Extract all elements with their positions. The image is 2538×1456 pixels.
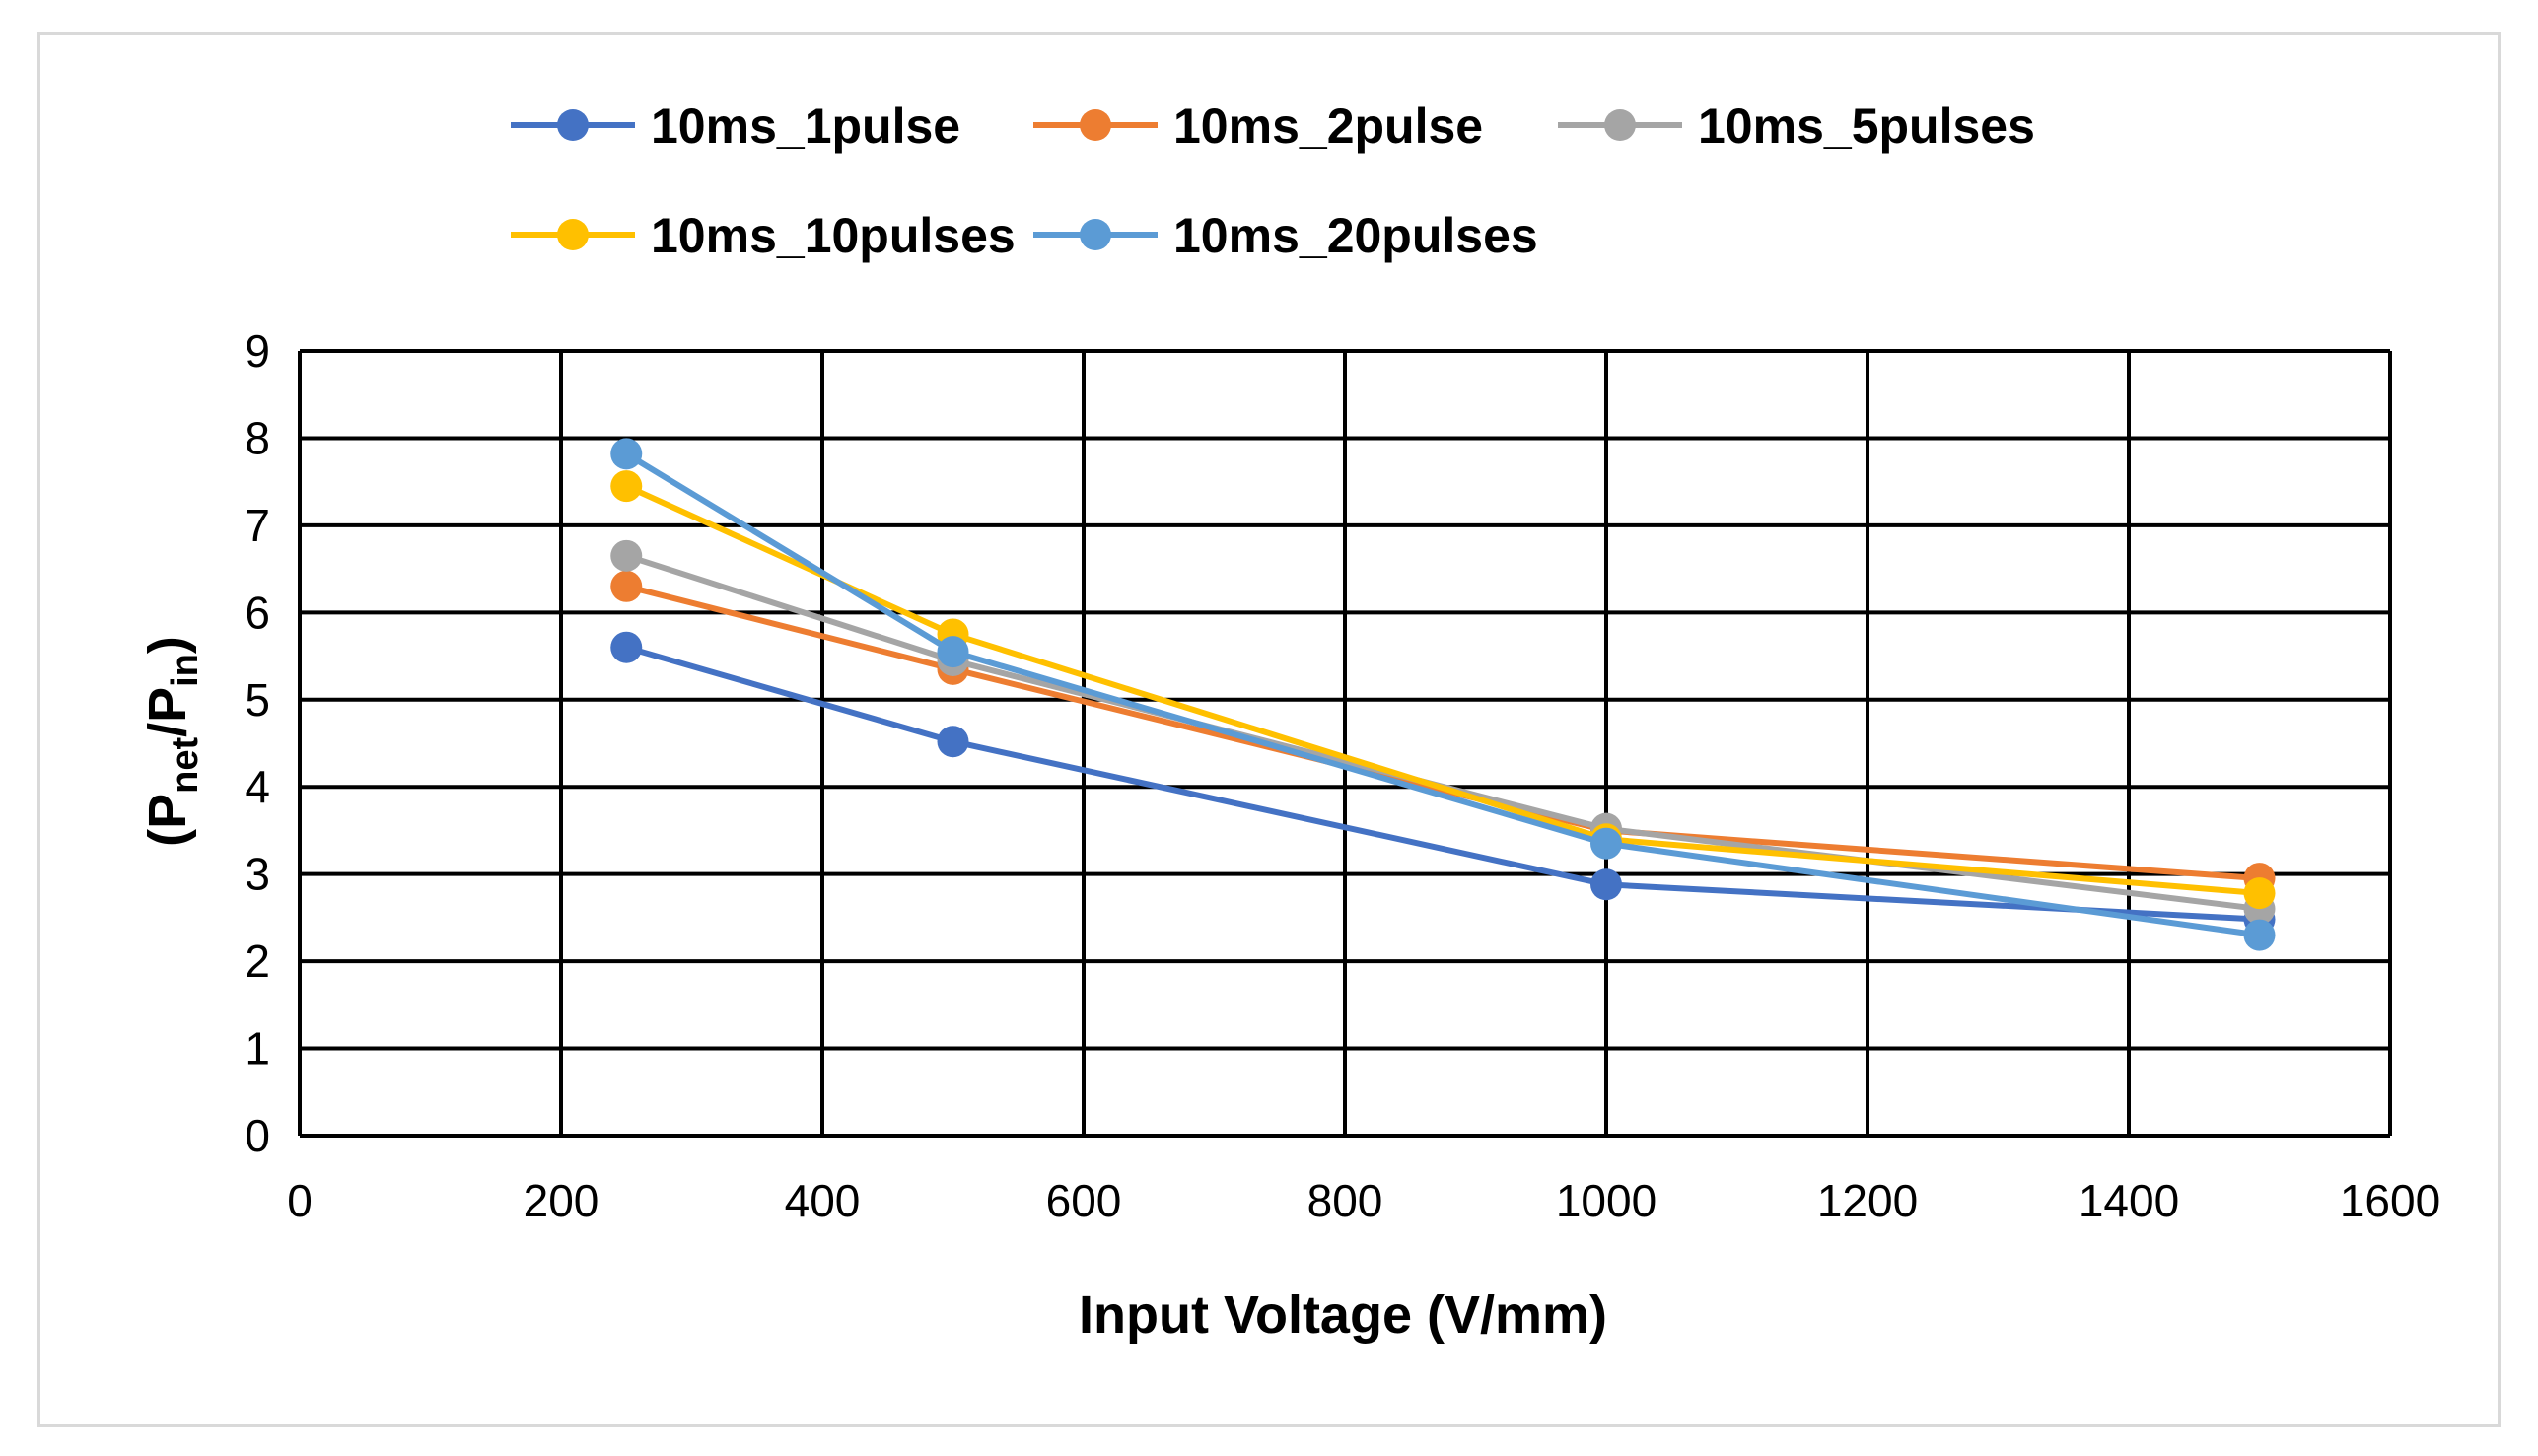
x-tick-label: 0 — [287, 1175, 313, 1226]
x-tick-label: 1600 — [2340, 1175, 2440, 1226]
legend-marker — [1080, 109, 1111, 141]
x-tick-label: 800 — [1307, 1175, 1383, 1226]
legend-marker — [1604, 109, 1636, 141]
y-tick-label: 7 — [245, 500, 270, 551]
legend-label: 10ms_10pulses — [651, 208, 1016, 263]
legend-marker — [557, 109, 589, 141]
data-point — [937, 726, 969, 758]
x-tick-label: 1400 — [2079, 1175, 2179, 1226]
series-line — [625, 644, 2260, 923]
plot-grid — [298, 349, 2392, 1138]
y-tick-label: 1 — [245, 1023, 270, 1075]
series-group — [610, 438, 2276, 951]
y-axis-title-sub-net: net — [165, 737, 206, 794]
legend-label: 10ms_1pulse — [651, 99, 960, 154]
data-point — [610, 570, 643, 602]
legend-item: 10ms_10pulses — [511, 208, 1016, 263]
x-tick-label: 400 — [785, 1175, 861, 1226]
y-tick-label: 2 — [245, 936, 270, 987]
legend-item: 10ms_1pulse — [511, 99, 960, 154]
y-axis-title-sub-in: in — [165, 654, 206, 687]
data-point — [610, 470, 643, 503]
x-tick-label: 600 — [1046, 1175, 1122, 1226]
legend-item: 10ms_20pulses — [1033, 208, 1538, 263]
data-point — [2243, 919, 2276, 951]
y-axis-title: (Pnet/Pin) — [138, 636, 206, 847]
x-axis-title: Input Voltage (V/mm) — [1079, 1285, 1607, 1345]
y-tick-label: 6 — [245, 587, 270, 638]
y-tick-label: 9 — [245, 325, 270, 377]
legend-label: 10ms_2pulse — [1173, 99, 1483, 154]
y-axis-ticks: 0 1 2 3 4 5 6 7 8 9 — [245, 325, 270, 1161]
series-line — [624, 451, 2260, 938]
x-axis-ticks: 0 200 400 600 800 1000 1200 1400 1600 — [287, 1175, 2440, 1226]
y-tick-label: 3 — [245, 849, 270, 900]
series-line — [625, 483, 2260, 897]
legend-label: 10ms_5pulses — [1698, 99, 2035, 154]
legend-label: 10ms_20pulses — [1173, 208, 1538, 263]
data-point — [610, 438, 643, 470]
y-tick-label: 4 — [245, 761, 270, 812]
y-tick-label: 5 — [245, 674, 270, 726]
legend-marker — [1080, 219, 1111, 250]
x-tick-label: 200 — [524, 1175, 599, 1226]
y-tick-label: 0 — [245, 1110, 270, 1161]
data-point — [610, 631, 643, 663]
y-axis-title-end: ) — [138, 636, 197, 654]
data-point — [937, 636, 969, 668]
y-tick-label: 8 — [245, 412, 270, 463]
data-point — [610, 539, 643, 572]
data-point — [2243, 877, 2276, 910]
data-point — [1590, 868, 1622, 901]
series-10ms_20pulses — [610, 438, 2276, 951]
x-tick-label: 1200 — [1817, 1175, 1918, 1226]
legend-marker — [557, 219, 589, 250]
legend-item: 10ms_2pulse — [1033, 99, 1483, 154]
x-tick-label: 1000 — [1556, 1175, 1657, 1226]
legend: 10ms_1pulse 10ms_2pulse 10ms_5pulses 10ms_1… — [511, 99, 2035, 263]
data-point — [1590, 827, 1622, 860]
y-axis-title-base: (P — [138, 794, 197, 847]
y-axis-title-mid: /P — [138, 687, 197, 737]
legend-item: 10ms_5pulses — [1558, 99, 2035, 154]
